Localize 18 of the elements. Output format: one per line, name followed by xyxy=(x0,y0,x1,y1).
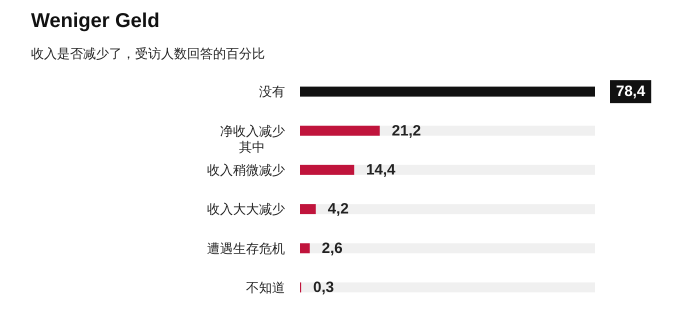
text: 收入是否减少了，受访人数回答的百分比 xyxy=(31,46,265,61)
text: Weniger Geld xyxy=(31,10,160,32)
bar xyxy=(300,164,354,175)
data-label: 4,2 xyxy=(328,200,349,218)
y-tick-label: 不知道 xyxy=(246,280,285,295)
data-label: 78,4 xyxy=(616,83,646,100)
data-label: 0,3 xyxy=(313,278,334,296)
data-label: 21,2 xyxy=(392,122,421,140)
data-label: 2,6 xyxy=(322,240,343,257)
y-tick-label: 收入大大减少 xyxy=(207,202,285,217)
data-label: 14,4 xyxy=(366,161,396,178)
y-tick-label: 遭遇生存危机 xyxy=(207,240,285,256)
y-tick-label: 收入稍微减少 xyxy=(207,162,285,178)
y-tick-label: 净收入减少 xyxy=(220,123,285,138)
bar xyxy=(300,204,316,214)
bar xyxy=(300,243,310,254)
y-tick-label: 没有 xyxy=(259,84,285,100)
text: 其中 xyxy=(239,139,265,154)
